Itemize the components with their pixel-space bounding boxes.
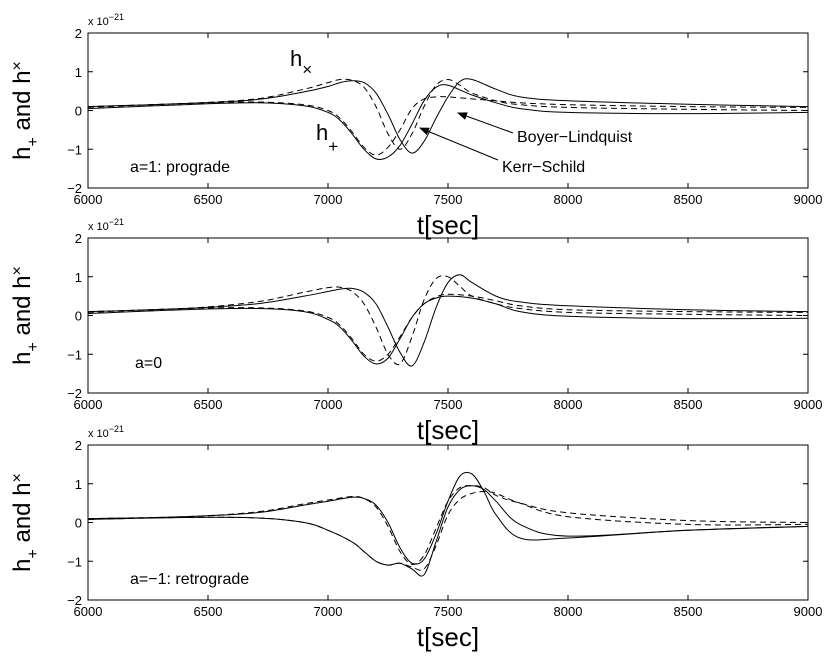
- series-line-1-solid: [88, 274, 808, 367]
- y-exponent: x 10−21: [88, 12, 124, 28]
- x-tick-label: 8000: [554, 604, 583, 619]
- y-label-sub-plus: +: [25, 549, 42, 558]
- y-label-h: h: [9, 352, 36, 365]
- y-label-and-h: and h: [9, 482, 36, 549]
- label-kerr-schild: Kerr−Schild: [502, 159, 585, 176]
- y-tick-label: −2: [67, 386, 82, 401]
- x-tick-label: 7500: [434, 192, 463, 207]
- label-h-cross: h×: [290, 46, 312, 79]
- panel-annotation: a=0: [135, 355, 162, 372]
- panel-3: 6000 6500 7000 7500 8000 8500 9000 2 1 0 −1 −2 x 10−…: [9, 424, 822, 652]
- label-h-cross-sub: ×: [302, 60, 312, 79]
- x-tick-label: 9000: [794, 192, 823, 207]
- y-tick-label: 1: [75, 65, 82, 80]
- x-tick-label: 6000: [74, 397, 103, 412]
- x-tick-label: 7000: [314, 604, 343, 619]
- label-h-plus-main: h: [316, 120, 328, 145]
- series-group: [88, 471, 808, 577]
- y-exponent-power: −21: [109, 217, 124, 227]
- y-tick-label: 0: [75, 516, 82, 531]
- x-tick-label: 8000: [554, 397, 583, 412]
- axes-frame: [87, 237, 809, 394]
- x-tick-label: 7500: [434, 604, 463, 619]
- x-tick-label: 9000: [794, 604, 823, 619]
- y-exponent-power: −21: [109, 424, 124, 434]
- y-label-sub-cross: ×: [9, 473, 26, 482]
- y-tick-label: −1: [67, 554, 82, 569]
- arrow-kerr-schild: [419, 127, 499, 161]
- series-line-3-solid: [88, 84, 808, 160]
- series-line-4-dashed: [88, 490, 808, 571]
- y-tick-label: 1: [75, 477, 82, 492]
- panel-annotation: a=−1: retrograde: [130, 571, 249, 588]
- y-tick-label: 2: [75, 231, 82, 246]
- series-line-1-solid: [88, 78, 808, 154]
- x-axis-label: t[sec]: [417, 622, 479, 652]
- x-tick-label: 6500: [194, 397, 223, 412]
- series-line-2-dashed: [88, 485, 808, 565]
- y-exponent: x 10−21: [88, 217, 124, 233]
- x-tick-label: 6000: [74, 192, 103, 207]
- y-label-and-h: and h: [9, 70, 36, 137]
- y-label-sub-plus: +: [25, 137, 42, 146]
- x-axis-label: t[sec]: [417, 210, 479, 240]
- y-tick-label: 1: [75, 270, 82, 285]
- x-tick-label: 7000: [314, 192, 343, 207]
- series-line-2-dashed: [88, 275, 808, 366]
- x-tick-label: 8500: [674, 604, 703, 619]
- label-h-plus-sub: +: [328, 137, 338, 156]
- y-tick-label: 2: [75, 438, 82, 453]
- y-axis-label: h+ and h×: [9, 266, 42, 365]
- y-label-sub-cross: ×: [9, 61, 26, 70]
- y-label-sub-plus: +: [25, 342, 42, 351]
- x-tick-label: 8500: [674, 397, 703, 412]
- y-label-sub-cross: ×: [9, 266, 26, 275]
- label-h-plus: h+: [316, 120, 338, 156]
- x-axis-label: t[sec]: [417, 415, 479, 445]
- series-line-2-dashed: [88, 78, 808, 150]
- series-line-1-solid: [88, 471, 808, 565]
- arrow-boyer-lindquist: [457, 112, 514, 134]
- y-tick-label: −1: [67, 347, 82, 362]
- x-tick-label: 8000: [554, 192, 583, 207]
- series-group: [88, 78, 808, 160]
- y-exponent: x 10−21: [88, 424, 124, 440]
- x-tick-label: 7500: [434, 397, 463, 412]
- x-tick-label: 8500: [674, 192, 703, 207]
- y-label-h: h: [9, 147, 36, 160]
- y-tick-label: 0: [75, 104, 82, 119]
- x-tick-label: 6000: [74, 604, 103, 619]
- y-tick-label: −2: [67, 593, 82, 608]
- y-tick-label: 2: [75, 26, 82, 41]
- y-label-h: h: [9, 559, 36, 572]
- x-tick-label: 7000: [314, 397, 343, 412]
- series-line-3-solid: [88, 485, 808, 577]
- y-exponent-base: x 10: [88, 428, 109, 440]
- y-exponent-power: −21: [109, 12, 124, 22]
- series-line-4-dashed: [88, 96, 808, 156]
- panel-annotation: a=1: prograde: [130, 159, 230, 176]
- y-exponent-base: x 10: [88, 221, 109, 233]
- x-tick-label: 9000: [794, 397, 823, 412]
- x-tick-label: 6500: [194, 192, 223, 207]
- series-line-3-solid: [88, 295, 808, 365]
- y-label-and-h: and h: [9, 275, 36, 342]
- x-tick-label: 6500: [194, 604, 223, 619]
- y-axis-label: h+ and h×: [9, 61, 42, 160]
- y-axis-label: h+ and h×: [9, 473, 42, 572]
- y-exponent-base: x 10: [88, 16, 109, 28]
- series-group: [88, 274, 808, 367]
- y-tick-label: −1: [67, 142, 82, 157]
- y-tick-label: 0: [75, 309, 82, 324]
- y-tick-label: −2: [67, 181, 82, 196]
- series-line-4-dashed: [88, 293, 808, 362]
- label-h-cross-main: h: [290, 46, 302, 71]
- label-boyer-lindquist: Boyer−Lindquist: [517, 129, 633, 146]
